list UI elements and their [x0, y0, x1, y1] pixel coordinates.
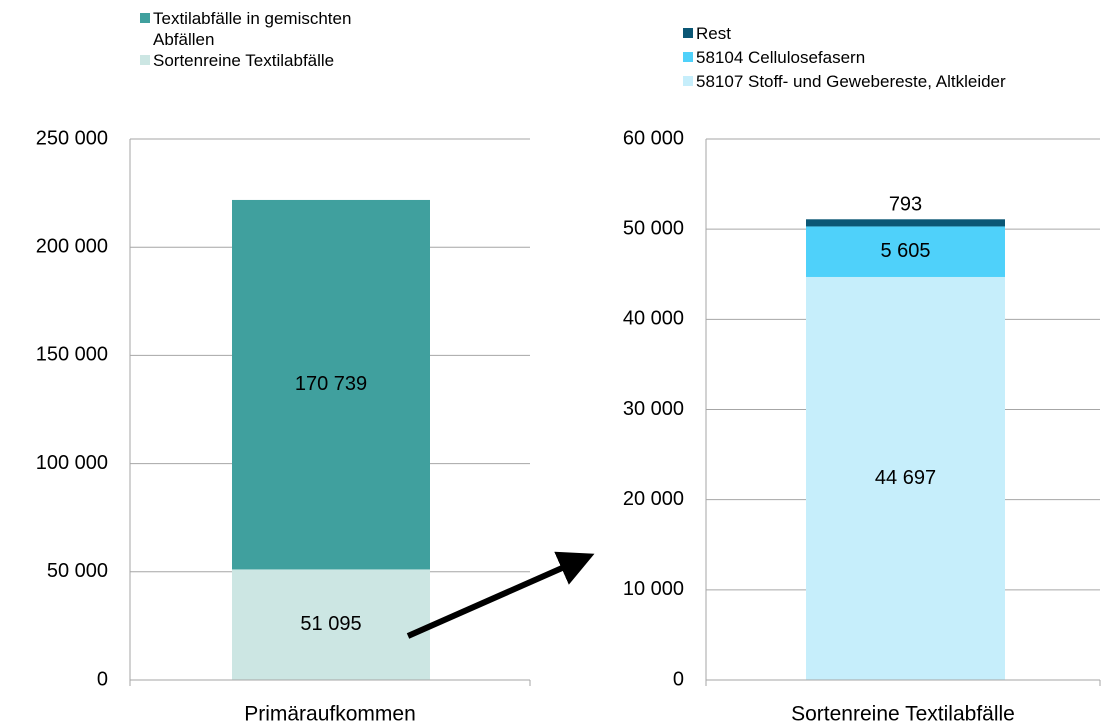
legend-item: 58107 Stoff- und Gewebereste, Altkleider	[683, 71, 1103, 92]
y-tick-label: 200 000	[36, 235, 108, 257]
x-tick-label: Primäraufkommen	[244, 703, 416, 726]
legend-swatch	[683, 52, 693, 62]
bar-segment	[806, 226, 1005, 277]
arrow	[406, 551, 595, 639]
y-tick-label: 60 000	[623, 127, 684, 149]
y-tick-label: 0	[97, 668, 108, 690]
bar-segment	[232, 569, 430, 680]
bar-segment	[232, 199, 430, 570]
legend-swatch	[683, 28, 693, 38]
legend-label: 58107 Stoff- und Gewebereste, Altkleider	[696, 72, 1006, 91]
legend-swatch	[683, 76, 693, 86]
data-label: 44 697	[875, 467, 936, 489]
bar-segment	[806, 219, 1005, 227]
y-tick-label: 30 000	[623, 398, 684, 420]
y-tick-label: 50 000	[623, 217, 684, 239]
data-label: 170 739	[295, 373, 367, 395]
legend-label: Textilabfälle in gemischten Abfällen	[153, 9, 352, 49]
legend-item: Textilabfälle in gemischten Abfällen	[140, 8, 400, 50]
data-label: 793	[889, 194, 922, 216]
y-tick-label: 0	[673, 668, 684, 690]
y-tick-label: 40 000	[623, 308, 684, 330]
legend-item: 58104 Cellulosefasern	[683, 47, 1103, 68]
data-label: 5 605	[880, 240, 930, 262]
y-tick-label: 20 000	[623, 488, 684, 510]
legend-label: 58104 Cellulosefasern	[696, 48, 866, 67]
bar-segment	[806, 276, 1005, 680]
data-label: 51 095	[300, 613, 361, 635]
legend-label: Rest	[696, 24, 731, 43]
legend-swatch	[140, 55, 150, 65]
x-tick-label: Sortenreine Textilabfälle	[791, 703, 1015, 726]
y-tick-label: 50 000	[47, 560, 108, 582]
legend-label: Sortenreine Textilabfälle	[153, 51, 335, 70]
y-tick-label: 250 000	[36, 127, 108, 149]
legend-item: Sortenreine Textilabfälle	[140, 50, 400, 71]
y-tick-label: 150 000	[36, 344, 108, 366]
legend-item: Rest	[683, 23, 1103, 44]
y-tick-label: 100 000	[36, 452, 108, 474]
legend-swatch	[140, 13, 150, 23]
y-tick-label: 10 000	[623, 578, 684, 600]
